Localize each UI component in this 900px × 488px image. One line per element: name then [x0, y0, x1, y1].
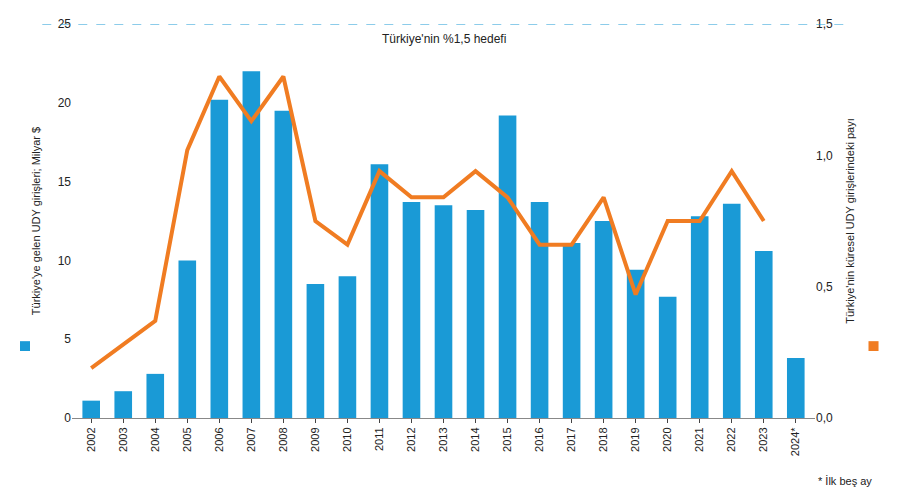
- svg-text:5: 5: [64, 332, 71, 346]
- svg-text:0,0: 0,0: [816, 411, 833, 425]
- svg-text:Türkiye'ye gelen UDY girişleri: Türkiye'ye gelen UDY girişleri; Milyar $: [30, 127, 42, 315]
- svg-text:20: 20: [58, 96, 72, 110]
- svg-text:2012: 2012: [405, 427, 417, 451]
- svg-text:2019: 2019: [629, 427, 641, 451]
- svg-text:2008: 2008: [277, 427, 289, 451]
- svg-text:2013: 2013: [437, 427, 449, 451]
- svg-text:2022: 2022: [725, 427, 737, 451]
- svg-text:2018: 2018: [597, 427, 609, 451]
- svg-text:0,5: 0,5: [816, 280, 833, 294]
- svg-text:2023: 2023: [757, 427, 769, 451]
- svg-text:15: 15: [58, 175, 72, 189]
- svg-text:10: 10: [58, 254, 72, 268]
- svg-text:2007: 2007: [245, 427, 257, 451]
- svg-text:2002: 2002: [85, 427, 97, 451]
- svg-text:2016: 2016: [533, 427, 545, 451]
- svg-text:2010: 2010: [341, 427, 353, 451]
- svg-text:2009: 2009: [309, 427, 321, 451]
- svg-text:1,0: 1,0: [816, 149, 833, 163]
- svg-text:2006: 2006: [213, 427, 225, 451]
- svg-text:2015: 2015: [501, 427, 513, 451]
- svg-text:2003: 2003: [117, 427, 129, 451]
- svg-text:25: 25: [58, 17, 72, 31]
- svg-text:0: 0: [64, 411, 71, 425]
- svg-text:2014: 2014: [469, 427, 481, 451]
- svg-text:Türkiye'nin %1,5 hedefi: Türkiye'nin %1,5 hedefi: [382, 32, 506, 46]
- svg-text:2017: 2017: [565, 427, 577, 451]
- svg-text:2021: 2021: [693, 427, 705, 451]
- svg-text:2004: 2004: [149, 427, 161, 451]
- svg-text:2005: 2005: [181, 427, 193, 451]
- svg-text:2011: 2011: [373, 427, 385, 451]
- svg-text:Türkiye'nin küresel UDY girişl: Türkiye'nin küresel UDY girişlerindeki p…: [844, 118, 856, 323]
- svg-text:* İlk beş ay: * İlk beş ay: [818, 475, 872, 487]
- svg-text:1,5: 1,5: [816, 17, 833, 31]
- svg-text:2024*: 2024*: [789, 427, 801, 456]
- svg-text:2020: 2020: [661, 427, 673, 451]
